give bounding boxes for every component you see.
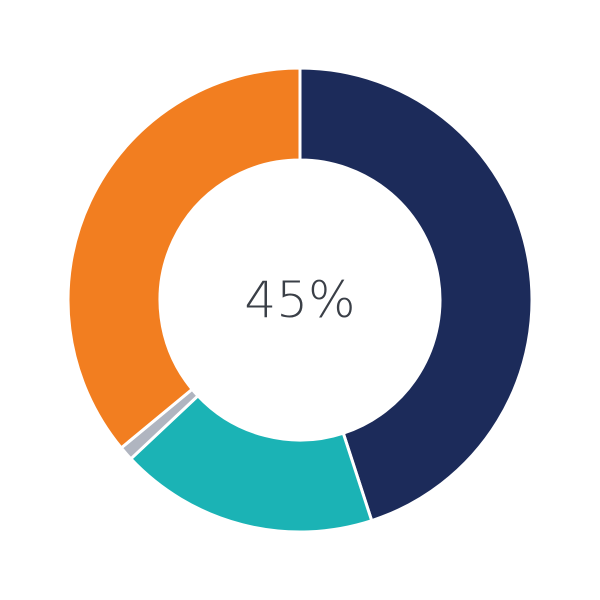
donut-slice-3 — [66, 66, 302, 450]
donut-slice-0 — [298, 66, 534, 523]
